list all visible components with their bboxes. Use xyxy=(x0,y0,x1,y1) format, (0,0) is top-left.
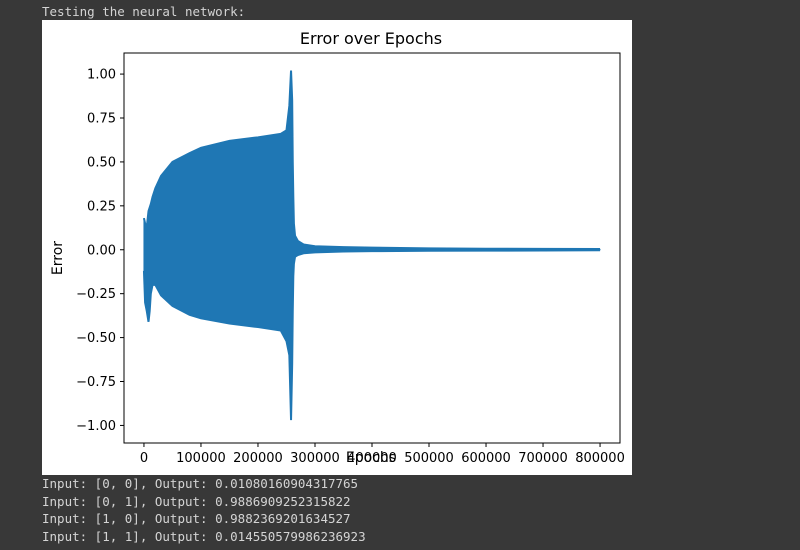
axes-frame xyxy=(123,52,621,444)
x-tick-label: 400000 xyxy=(347,451,397,466)
x-axis-label: Epochs xyxy=(346,450,396,466)
plot-panel: Error over Epochs 0 100000 200000 300000 400… xyxy=(42,20,632,475)
series-upper-edge xyxy=(142,70,601,251)
y-tick-label: 0.00 xyxy=(87,243,116,258)
series-lower-edge xyxy=(142,249,601,421)
y-tick-layer: 1.00 0.75 0.50 0.25 0.00 −0.25 −0.50 −0.75 −1.00 xyxy=(76,68,124,434)
x-tick-layer: 0 100000 200000 300000 400000 500000 600000 700… xyxy=(140,443,625,466)
y-tick-label: 0.25 xyxy=(87,199,116,214)
error-chart: Error over Epochs 0 100000 200000 300000 400… xyxy=(50,29,625,466)
y-tick-label: −0.50 xyxy=(76,331,116,346)
y-axis-label: Error xyxy=(50,241,66,275)
console-output-line-3: Input: [1, 0], Output: 0.988236920163452… xyxy=(42,511,351,526)
y-tick-label: 0.50 xyxy=(87,155,116,170)
y-tick-label: −1.00 xyxy=(76,419,116,434)
x-tick-label: 0 xyxy=(140,451,148,466)
x-tick-label: 300000 xyxy=(290,451,340,466)
console-header-line: Testing the neural network: xyxy=(42,4,246,19)
console-output-line-2: Input: [0, 1], Output: 0.988690925231582… xyxy=(42,494,351,509)
x-tick-label: 600000 xyxy=(461,451,511,466)
x-tick-label: 200000 xyxy=(233,451,283,466)
y-tick-label: 0.75 xyxy=(87,112,116,127)
series-line-1 xyxy=(142,70,601,421)
x-tick-label: 500000 xyxy=(404,451,454,466)
series-layer xyxy=(142,70,601,421)
console-output-line-1: Input: [0, 0], Output: 0.010801609043177… xyxy=(42,476,359,491)
console-output-line-4: Input: [1, 1], Output: 0.014550579986236… xyxy=(42,529,366,544)
x-tick-label: 800000 xyxy=(575,451,625,466)
y-tick-label: −0.25 xyxy=(76,287,116,302)
y-tick-label: 1.00 xyxy=(87,68,116,83)
chart-title: Error over Epochs xyxy=(300,29,442,48)
x-tick-label: 100000 xyxy=(176,451,226,466)
series-envelope xyxy=(143,72,601,417)
y-tick-label: −0.75 xyxy=(76,375,116,390)
x-tick-label: 700000 xyxy=(518,451,568,466)
